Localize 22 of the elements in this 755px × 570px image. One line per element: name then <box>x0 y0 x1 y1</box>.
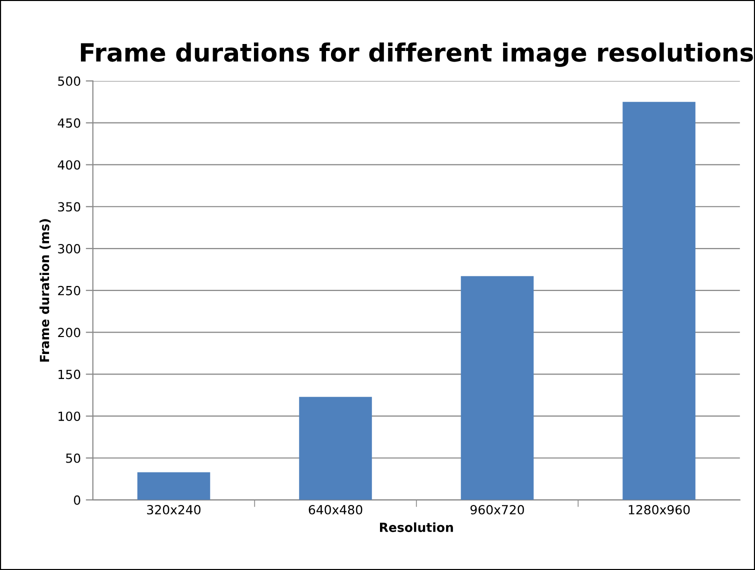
x-tick-label: 960x720 <box>470 504 524 514</box>
y-tick-label: 0 <box>74 495 80 505</box>
y-tick-label: 350 <box>58 202 80 212</box>
x-axis-title: Resolution <box>380 522 453 532</box>
chart-title: Frame durations for different image resolutions <box>80 42 753 67</box>
y-tick-label: 400 <box>58 160 80 170</box>
x-tick-label: 320x240 <box>147 504 200 514</box>
bar <box>460 276 534 500</box>
y-tick-label: 450 <box>58 118 80 128</box>
x-tick-label: 640x480 <box>308 504 362 514</box>
bar <box>137 472 210 500</box>
y-tick-label: 200 <box>58 328 80 338</box>
y-tick-label: 300 <box>58 244 80 254</box>
y-tick-label: 500 <box>58 76 80 86</box>
y-tick-label: 100 <box>58 412 80 422</box>
x-tick-label: 1280x960 <box>628 504 690 514</box>
y-tick-label: 150 <box>58 370 80 380</box>
y-tick-label: 250 <box>58 286 80 296</box>
y-tick-label: 50 <box>66 453 80 463</box>
bar <box>299 396 372 500</box>
bar <box>622 102 696 500</box>
y-axis-title: Frame duration (ms) <box>40 219 51 362</box>
